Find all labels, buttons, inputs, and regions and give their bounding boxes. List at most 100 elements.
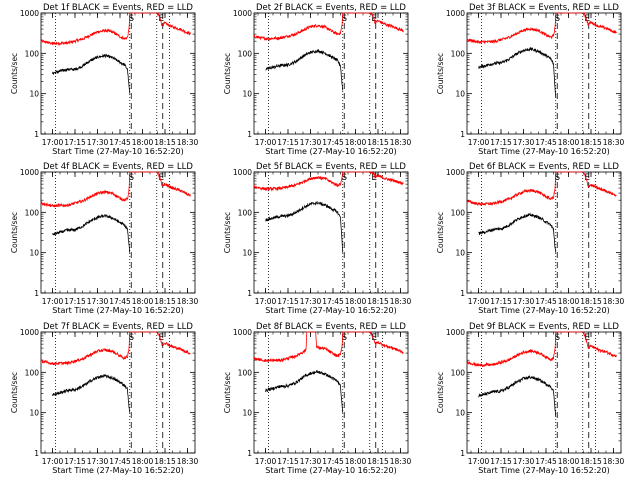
series-events-trace — [265, 48, 344, 91]
series-lld-trace — [466, 12, 617, 45]
x-tick-label: 17:00 — [468, 457, 490, 466]
y-tick-label: 1000 — [446, 168, 465, 177]
y-axis-label: Counts/sec — [436, 212, 445, 253]
panel-title: Det 9f BLACK = Events, RED = LLD — [469, 322, 619, 332]
marker-e: E — [158, 173, 164, 183]
x-tick-label: 18:15 — [580, 297, 602, 306]
x-tick-label: 18:15 — [367, 297, 389, 306]
x-tick-label: 17:00 — [255, 138, 277, 147]
y-tick-label: 10 — [242, 249, 252, 258]
x-tick-label: 18:00 — [132, 457, 154, 466]
marker-e: E — [158, 14, 164, 24]
panel-det-7: Det 7f BLACK = Events, RED = LLD 1 10 100 10… — [10, 322, 199, 475]
x-tick-label: 18:15 — [580, 457, 602, 466]
x-tick-label: 18:00 — [345, 297, 367, 306]
panel-det-2: Det 2f BLACK = Events, RED = LLD 1 10 100 10… — [223, 3, 412, 156]
x-tick-label: 17:15 — [277, 297, 299, 306]
x-tick-label: 17:15 — [490, 138, 512, 147]
y-axis-label: Counts/sec — [10, 372, 19, 413]
y-tick-label: 1 — [460, 130, 465, 139]
x-tick-label: 17:30 — [87, 457, 109, 466]
x-tick-label: 18:15 — [367, 457, 389, 466]
y-tick-label: 1000 — [446, 328, 465, 337]
x-tick-label: 18:00 — [132, 297, 154, 306]
y-tick-label: 100 — [238, 49, 253, 58]
x-tick-label: 17:30 — [513, 138, 535, 147]
series-lld-trace — [40, 171, 191, 208]
x-tick-label: 17:30 — [513, 297, 535, 306]
x-tick-label: 17:45 — [535, 457, 557, 466]
series-events-trace — [478, 374, 557, 417]
x-tick-label: 17:00 — [42, 297, 64, 306]
y-tick-label: 1 — [247, 130, 252, 139]
y-tick-label: 100 — [238, 368, 253, 377]
marker-s: S — [128, 173, 134, 183]
panel-title: Det 8f BLACK = Events, RED = LLD — [256, 322, 406, 332]
x-tick-label: 17:45 — [322, 138, 344, 147]
x-axis-label: Start Time (27-May-10 16:52:20) — [265, 306, 396, 315]
plot-frame — [466, 12, 622, 135]
y-tick-label: 1000 — [233, 9, 252, 18]
x-tick-label: 17:00 — [468, 138, 490, 147]
x-tick-label: 17:45 — [322, 457, 344, 466]
x-tick-label: 17:45 — [109, 457, 131, 466]
x-tick-label: 18:15 — [154, 138, 176, 147]
x-tick-label: 17:00 — [42, 138, 64, 147]
marker-s: S — [554, 14, 560, 24]
marker-s: S — [554, 173, 560, 183]
x-tick-label: 18:30 — [177, 138, 199, 147]
y-tick-label: 1 — [34, 130, 39, 139]
marker-s: S — [128, 333, 134, 343]
plot-frame — [40, 12, 196, 135]
plot-frame — [466, 331, 622, 454]
x-axis-label: Start Time (27-May-10 16:52:20) — [478, 466, 609, 475]
marker-e: E — [584, 333, 590, 343]
y-axis-label: Counts/sec — [436, 372, 445, 413]
y-tick-label: 10 — [29, 90, 39, 99]
y-tick-label: 1 — [247, 449, 252, 458]
x-tick-label: 18:15 — [580, 138, 602, 147]
plot-frame — [40, 331, 196, 454]
y-tick-label: 10 — [29, 409, 39, 418]
marker-s: S — [341, 173, 347, 183]
x-axis-label: Start Time (27-May-10 16:52:20) — [478, 147, 609, 156]
y-tick-label: 1000 — [446, 9, 465, 18]
plot-frame — [253, 171, 409, 294]
x-tick-label: 17:45 — [109, 138, 131, 147]
y-tick-label: 1 — [247, 289, 252, 298]
plot-frame — [40, 171, 196, 294]
plot-frame — [253, 12, 409, 135]
x-tick-label: 18:30 — [390, 457, 412, 466]
y-tick-label: 10 — [455, 249, 465, 258]
y-tick-label: 1000 — [20, 168, 39, 177]
x-tick-label: 17:45 — [322, 297, 344, 306]
y-tick-label: 1000 — [233, 328, 252, 337]
x-tick-label: 17:15 — [277, 457, 299, 466]
series-events-trace — [478, 46, 557, 98]
x-tick-label: 17:30 — [513, 457, 535, 466]
x-axis-label: Start Time (27-May-10 16:52:20) — [52, 147, 183, 156]
panel-title: Det 1f BLACK = Events, RED = LLD — [43, 3, 193, 13]
series-events-trace — [52, 214, 131, 253]
y-tick-label: 1 — [34, 449, 39, 458]
y-axis-label: Counts/sec — [223, 53, 232, 94]
x-tick-label: 17:30 — [300, 138, 322, 147]
series-lld-trace — [40, 12, 191, 47]
x-tick-label: 18:30 — [603, 457, 625, 466]
y-tick-label: 1 — [460, 289, 465, 298]
series-lld-trace — [253, 12, 404, 42]
x-tick-label: 17:00 — [42, 457, 64, 466]
series-events-trace — [478, 212, 557, 253]
x-tick-label: 18:00 — [558, 297, 580, 306]
y-tick-label: 100 — [238, 208, 253, 217]
x-axis-label: Start Time (27-May-10 16:52:20) — [52, 466, 183, 475]
panel-title: Det 5f BLACK = Events, RED = LLD — [256, 162, 406, 172]
x-tick-label: 17:00 — [255, 297, 277, 306]
panel-title: Det 2f BLACK = Events, RED = LLD — [256, 3, 406, 13]
panel-det-9: Det 9f BLACK = Events, RED = LLD 1 10 100 10… — [436, 322, 625, 475]
panel-det-1: Det 1f BLACK = Events, RED = LLD 1 10 100 10… — [10, 3, 199, 156]
panel-det-6: Det 6f BLACK = Events, RED = LLD 1 10 100 10… — [436, 162, 625, 315]
x-tick-label: 17:45 — [109, 297, 131, 306]
x-tick-label: 17:15 — [64, 297, 86, 306]
